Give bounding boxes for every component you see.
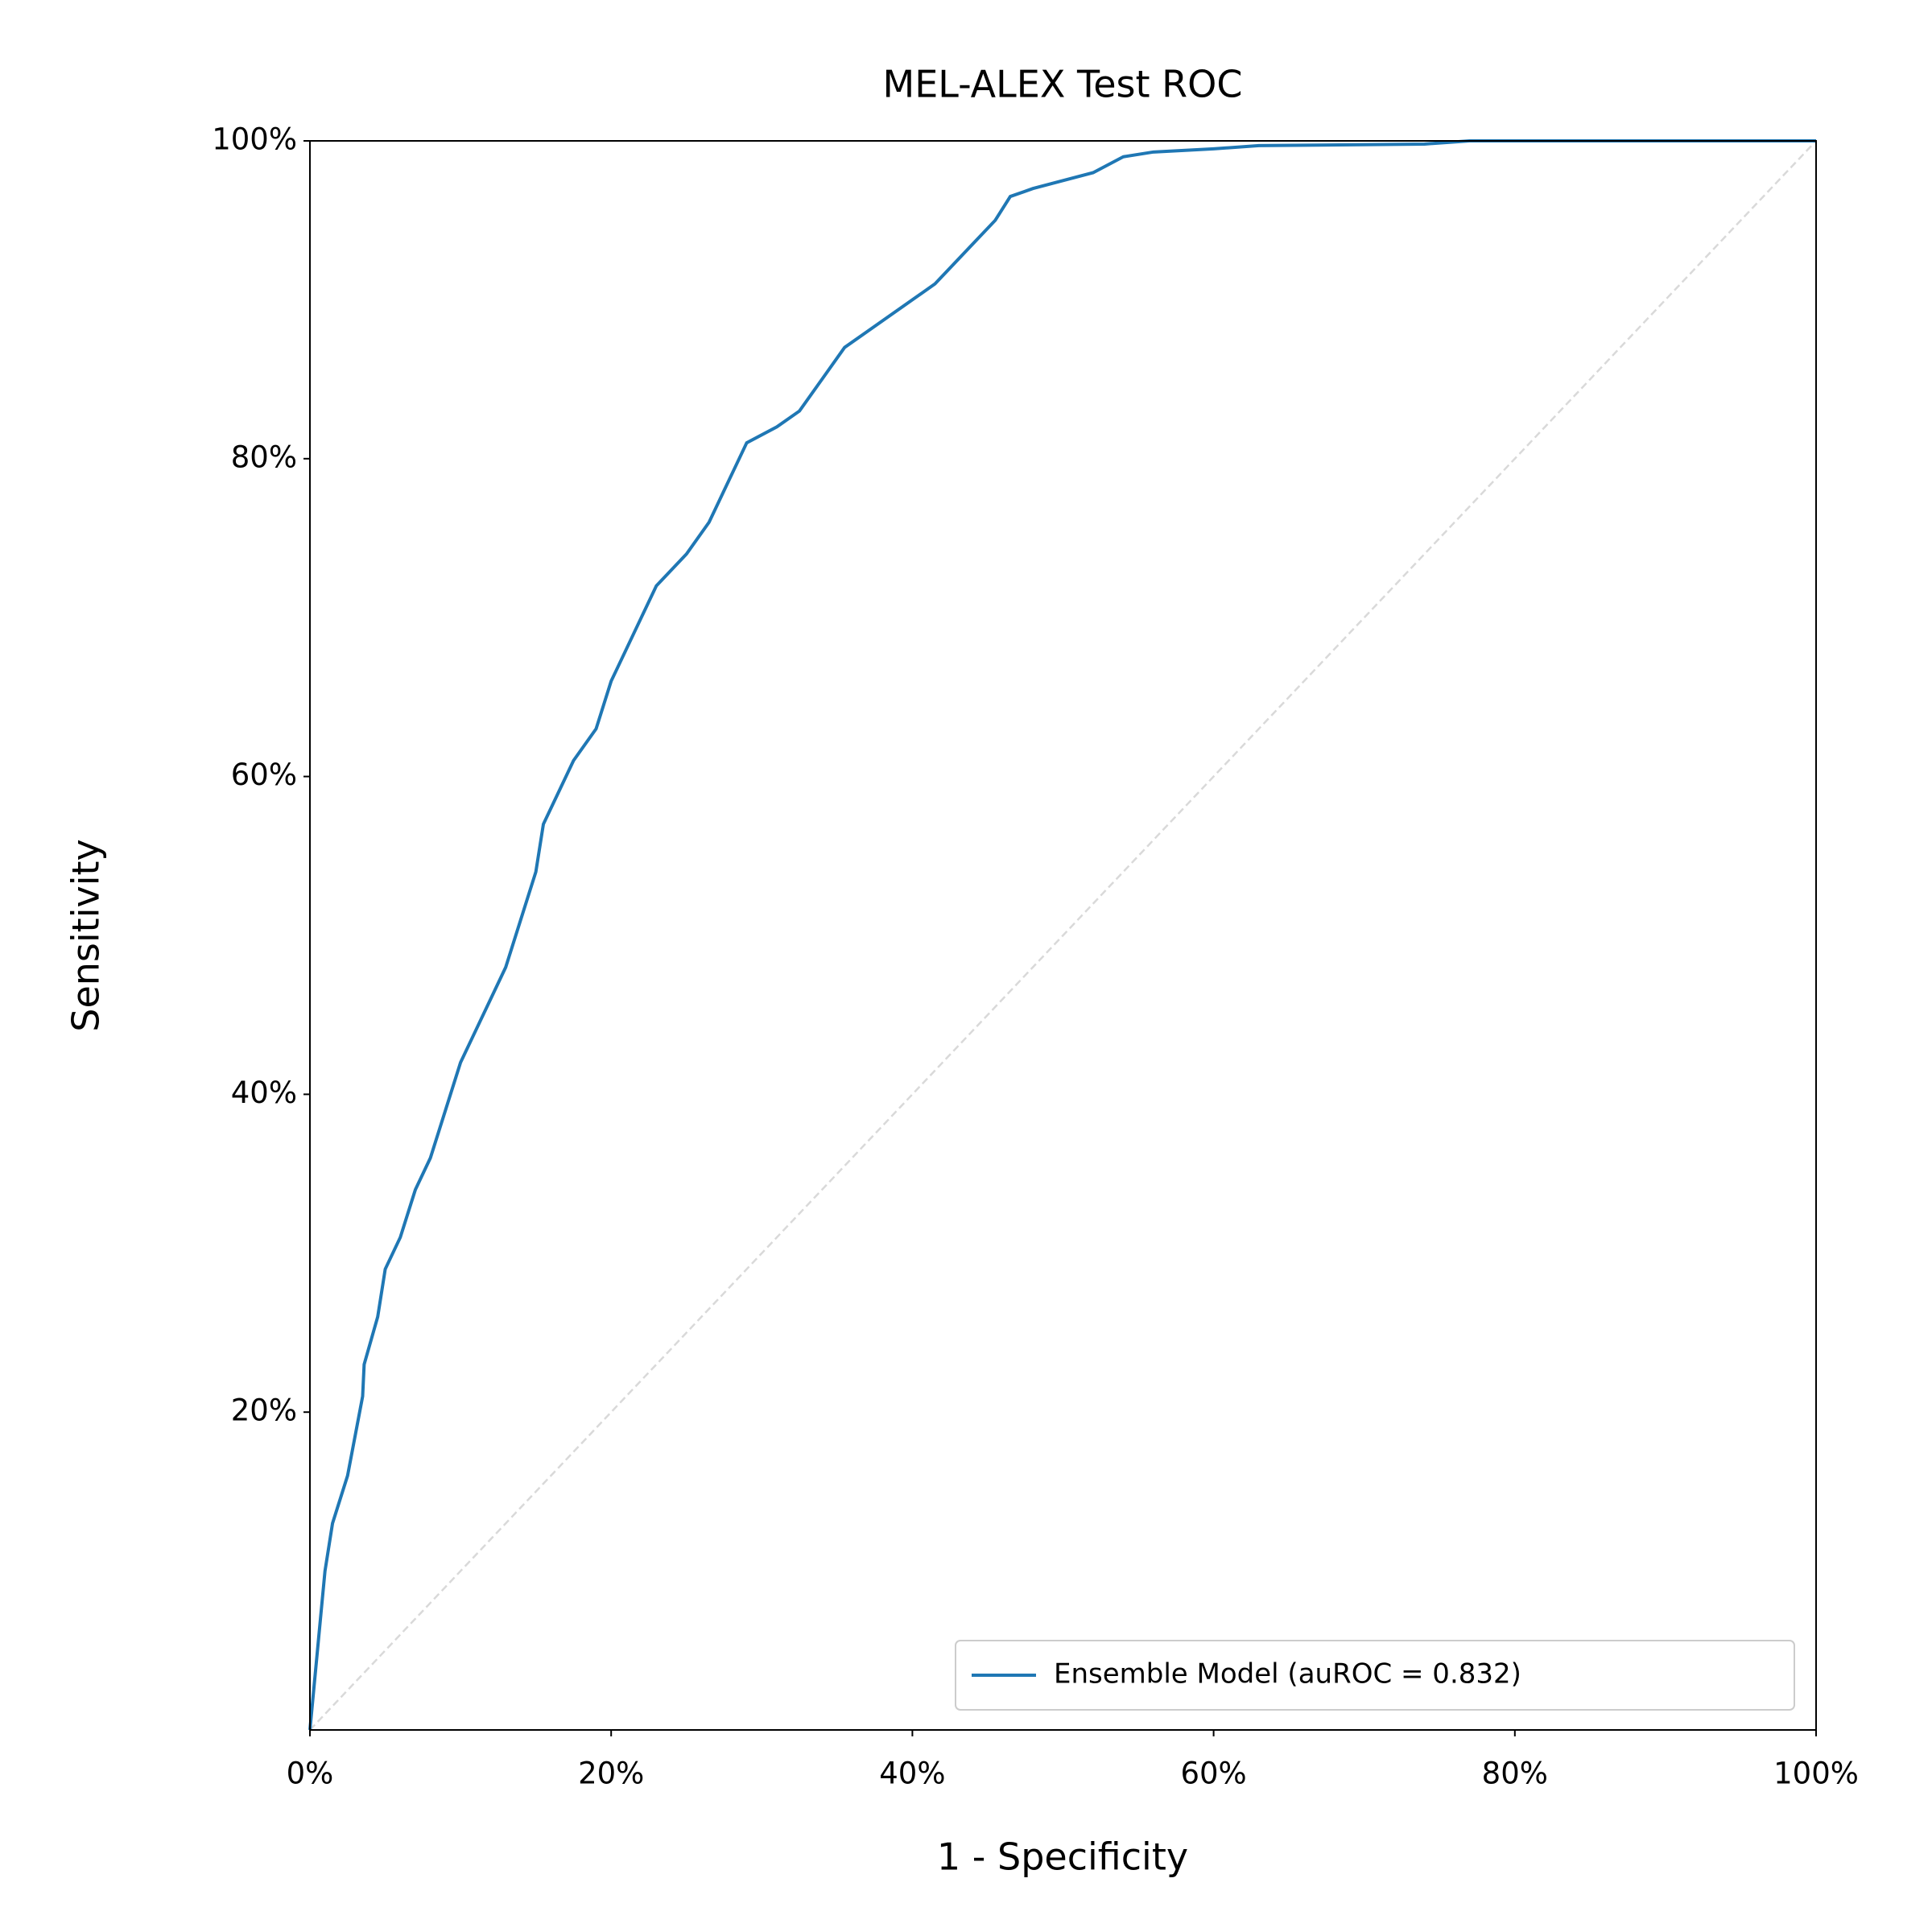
x-axis-label: 1 - Specificity: [937, 1835, 1188, 1879]
y-tick-label: 60%: [231, 758, 297, 792]
legend-box: [955, 1640, 1795, 1711]
x-tick-label: 0%: [287, 1757, 334, 1791]
chart-title: MEL-ALEX Test ROC: [883, 63, 1243, 106]
y-tick-label: 20%: [231, 1393, 297, 1428]
y-tick-label: 40%: [231, 1075, 297, 1110]
chance-line: [309, 140, 1817, 1731]
x-tick-label: 60%: [1180, 1757, 1246, 1791]
x-tick-label: 40%: [879, 1757, 945, 1791]
plot-frame: [309, 140, 1817, 1731]
y-tick-label: 80%: [231, 440, 297, 474]
y-tick-label: 100%: [212, 122, 297, 157]
roc-line: [308, 139, 1816, 1731]
x-tick-label: 20%: [578, 1757, 644, 1791]
x-tick-label: 100%: [1773, 1757, 1859, 1791]
x-tick-label: 80%: [1482, 1757, 1548, 1791]
y-axis-label: Sensitivity: [64, 839, 108, 1031]
legend-label: Ensemble Model (auROC = 0.832): [1054, 1658, 1521, 1690]
